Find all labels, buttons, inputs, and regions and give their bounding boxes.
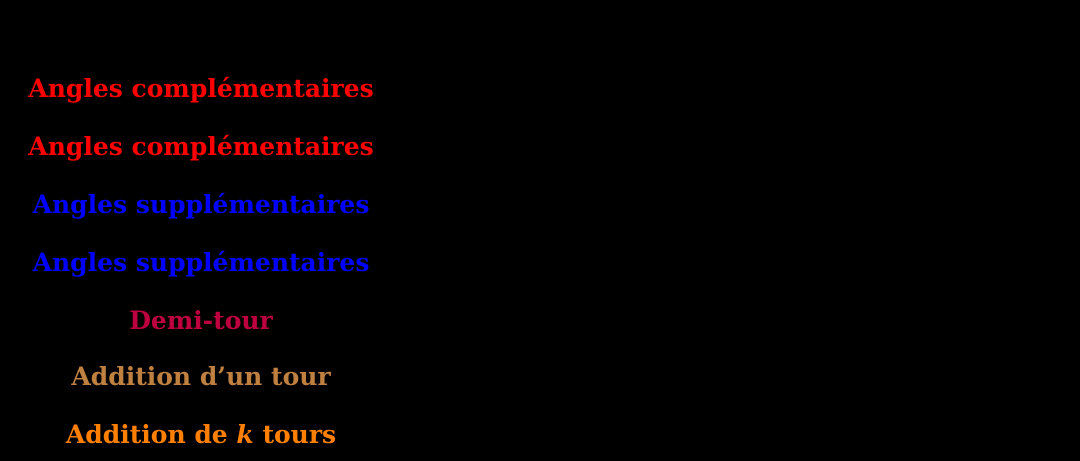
table-labels-column: Angles complémentaires Angles complément… xyxy=(0,0,402,461)
row-label-angles-supplementaires-1: Angles supplémentaires xyxy=(32,190,370,219)
row-label-angles-complementaires-1: Angles complémentaires xyxy=(28,74,374,103)
addition-k-tours-suffix: tours xyxy=(253,420,337,449)
row-label-demi-tour: Demi-tour xyxy=(129,306,273,335)
row-label-angles-supplementaires-2: Angles supplémentaires xyxy=(32,248,370,277)
math-variable-k: k xyxy=(236,420,254,449)
row-label-addition-k-tours: Addition de k tours xyxy=(0,422,402,447)
row-label-angles-complementaires-2: Angles complémentaires xyxy=(28,132,374,161)
addition-k-tours-prefix: Addition de xyxy=(65,420,237,449)
row-label-addition-un-tour: Addition d’un tour xyxy=(71,362,331,391)
